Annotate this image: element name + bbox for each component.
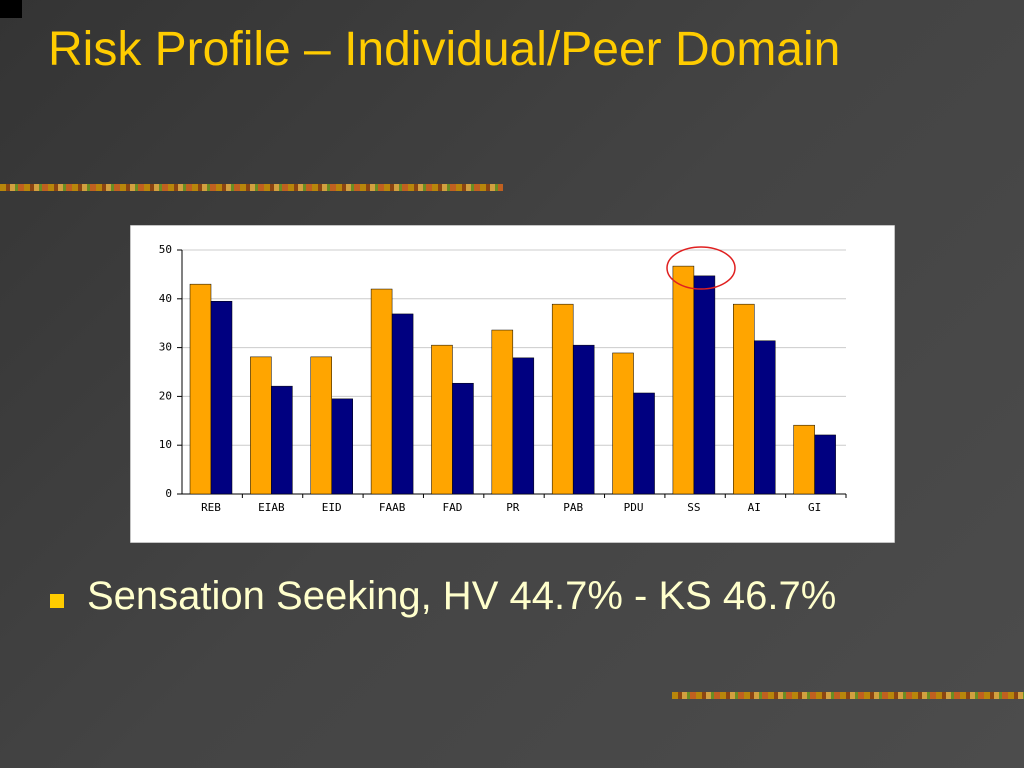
bar — [491, 329, 514, 495]
bar — [633, 392, 655, 495]
bar — [572, 344, 595, 495]
bar — [391, 313, 414, 495]
bar — [431, 344, 453, 495]
bar — [612, 352, 634, 495]
y-tick-label: 30 — [159, 341, 172, 354]
bar — [250, 356, 272, 495]
bar — [210, 300, 233, 495]
x-tick-label: PAB — [563, 501, 583, 514]
x-tick-label: AI — [748, 501, 761, 514]
x-tick-label: EID — [322, 501, 342, 514]
x-tick-label: SS — [687, 501, 700, 514]
corner-mark — [0, 0, 22, 18]
y-tick-label: 0 — [165, 487, 172, 500]
bullet-marker — [50, 594, 64, 608]
x-tick-label: PDU — [624, 501, 644, 514]
bar — [814, 434, 836, 495]
decor-strip — [672, 692, 1024, 699]
decor-strip — [0, 184, 503, 191]
slide-title: Risk Profile – Individual/Peer Domain — [48, 23, 841, 76]
highlight-circle — [666, 246, 736, 290]
bar — [370, 288, 393, 495]
bar — [693, 275, 716, 495]
bullet-text: Sensation Seeking, HV 44.7% - KS 46.7% — [87, 574, 837, 618]
bar — [551, 303, 574, 495]
bar — [271, 385, 293, 495]
x-tick-label: EIAB — [258, 501, 285, 514]
bar — [310, 356, 332, 495]
bar — [512, 357, 535, 495]
y-tick-label: 50 — [159, 243, 172, 256]
bar — [189, 283, 212, 495]
bar — [793, 424, 815, 495]
chart: 0 10 20 30 40 50 REB EIAB EID FAAB FAD PR PAB PDU SS AI… — [130, 225, 895, 543]
y-tick-label: 40 — [159, 292, 172, 305]
x-tick-label: PR — [506, 501, 520, 514]
x-tick-label: FAAB — [379, 501, 406, 514]
bar — [672, 265, 695, 495]
bar — [754, 340, 776, 495]
x-tick-label: REB — [201, 501, 221, 514]
x-tick-label: GI — [808, 501, 821, 514]
bar — [733, 303, 755, 495]
y-tick-label: 20 — [159, 389, 172, 402]
y-tick-label: 10 — [159, 438, 172, 451]
bar — [452, 382, 474, 495]
x-tick-label: FAD — [443, 501, 463, 514]
bar — [331, 398, 353, 495]
